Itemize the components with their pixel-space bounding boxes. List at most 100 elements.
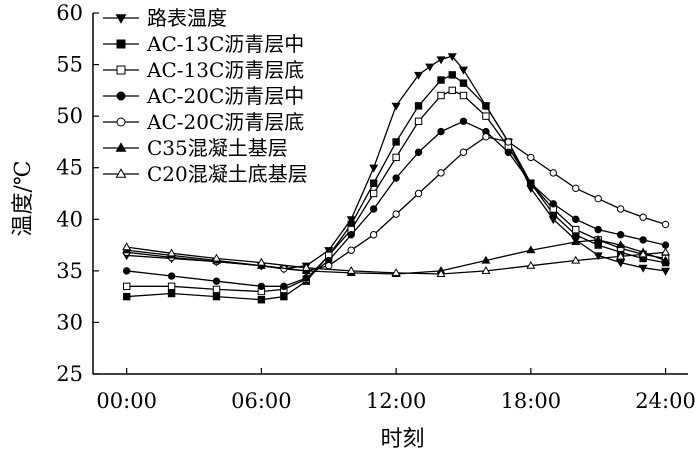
data-point — [301, 262, 311, 271]
data-point — [414, 117, 423, 125]
plot-frame — [92, 13, 688, 375]
data-point — [661, 241, 670, 249]
data-point — [571, 237, 581, 246]
data-point — [661, 267, 671, 276]
data-point — [212, 292, 221, 301]
data-point — [482, 112, 490, 120]
data-point — [167, 282, 176, 291]
y-tick-label: 55 — [56, 53, 83, 77]
data-point — [638, 264, 648, 273]
data-point — [167, 289, 176, 298]
series-7 — [122, 242, 671, 278]
data-point — [616, 251, 626, 260]
legend-item: 路表温度 — [103, 6, 227, 30]
data-point — [257, 282, 266, 291]
data-point — [392, 210, 400, 218]
series-4 — [122, 117, 670, 291]
data-point — [391, 102, 401, 111]
y-tick-label: 25 — [56, 362, 83, 386]
data-point — [369, 189, 378, 198]
y-tick-label: 40 — [56, 207, 83, 231]
data-point — [527, 179, 535, 187]
data-point — [369, 179, 378, 187]
x-tick-label: 12:00 — [366, 389, 427, 413]
data-point — [369, 164, 379, 173]
data-point — [459, 79, 468, 87]
data-point — [116, 65, 126, 75]
legend-item: C20混凝土底基层 — [103, 162, 308, 186]
data-point — [593, 252, 603, 261]
data-point — [414, 102, 423, 110]
data-point — [257, 296, 266, 304]
data-point — [347, 246, 355, 254]
data-point — [116, 117, 126, 127]
data-point — [437, 91, 445, 100]
data-point — [324, 247, 334, 256]
data-point — [212, 277, 221, 285]
legend-item: AC-20C沥青层底 — [103, 110, 304, 134]
data-point — [115, 168, 127, 178]
data-point — [527, 153, 535, 162]
legend-label: 路表温度 — [147, 6, 227, 30]
data-point — [280, 282, 288, 291]
data-point — [437, 127, 445, 136]
data-point — [302, 274, 311, 282]
data-point — [572, 225, 580, 234]
data-point — [616, 205, 625, 213]
data-point — [167, 248, 177, 257]
data-point — [481, 255, 491, 264]
legend-label: AC-13C沥青层底 — [146, 58, 304, 82]
data-point — [459, 148, 468, 156]
legend-label: AC-20C沥青层底 — [146, 110, 304, 134]
data-point — [638, 249, 648, 258]
data-point — [593, 235, 603, 243]
data-point — [639, 213, 647, 221]
data-point — [436, 269, 446, 278]
data-point — [459, 117, 468, 126]
data-point — [661, 220, 670, 229]
data-point — [325, 262, 333, 270]
data-point — [448, 71, 456, 79]
y-tick-label: 45 — [56, 156, 83, 180]
data-point — [122, 242, 132, 251]
data-point — [280, 292, 288, 301]
data-point — [616, 259, 626, 268]
data-point — [481, 266, 491, 274]
data-point — [482, 102, 490, 110]
data-point — [425, 63, 435, 72]
data-point — [391, 268, 401, 276]
data-point — [594, 194, 602, 203]
legend-item: C35混凝土基层 — [103, 136, 288, 160]
data-point — [346, 266, 356, 274]
data-point — [549, 169, 557, 177]
legend: 路表温度AC-13C沥青层中AC-13C沥青层底AC-20C沥青层中AC-20C… — [103, 6, 308, 186]
y-tick-label: 60 — [56, 1, 83, 25]
legend-label: C20混凝土底基层 — [147, 162, 308, 186]
legend-label: AC-13C沥青层中 — [146, 32, 304, 56]
data-point — [447, 53, 457, 62]
data-point — [212, 285, 221, 294]
data-point — [437, 76, 445, 84]
data-point — [122, 267, 131, 275]
data-point — [122, 282, 131, 291]
ticks-layer: 25 30 35 40 45 50 55 60 00:00 06:00 12:00 18:00 24:0… — [56, 1, 696, 413]
x-axis-label: 时刻 — [380, 427, 424, 452]
data-point — [572, 184, 580, 193]
data-point — [526, 260, 536, 269]
data-point — [448, 86, 456, 95]
data-point — [594, 225, 602, 234]
data-point — [115, 142, 127, 152]
x-tick-label: 06:00 — [231, 389, 292, 413]
data-point — [116, 91, 126, 101]
data-point — [256, 257, 266, 266]
data-point — [211, 253, 222, 262]
data-point — [459, 91, 468, 100]
data-point — [639, 236, 647, 244]
legend-label: C35混凝土基层 — [147, 136, 288, 160]
x-tick-label: 24:00 — [635, 389, 696, 413]
legend-item: AC-13C沥青层中 — [103, 32, 304, 56]
y-axis-label: 温度/℃ — [11, 160, 36, 236]
data-point — [661, 247, 671, 256]
